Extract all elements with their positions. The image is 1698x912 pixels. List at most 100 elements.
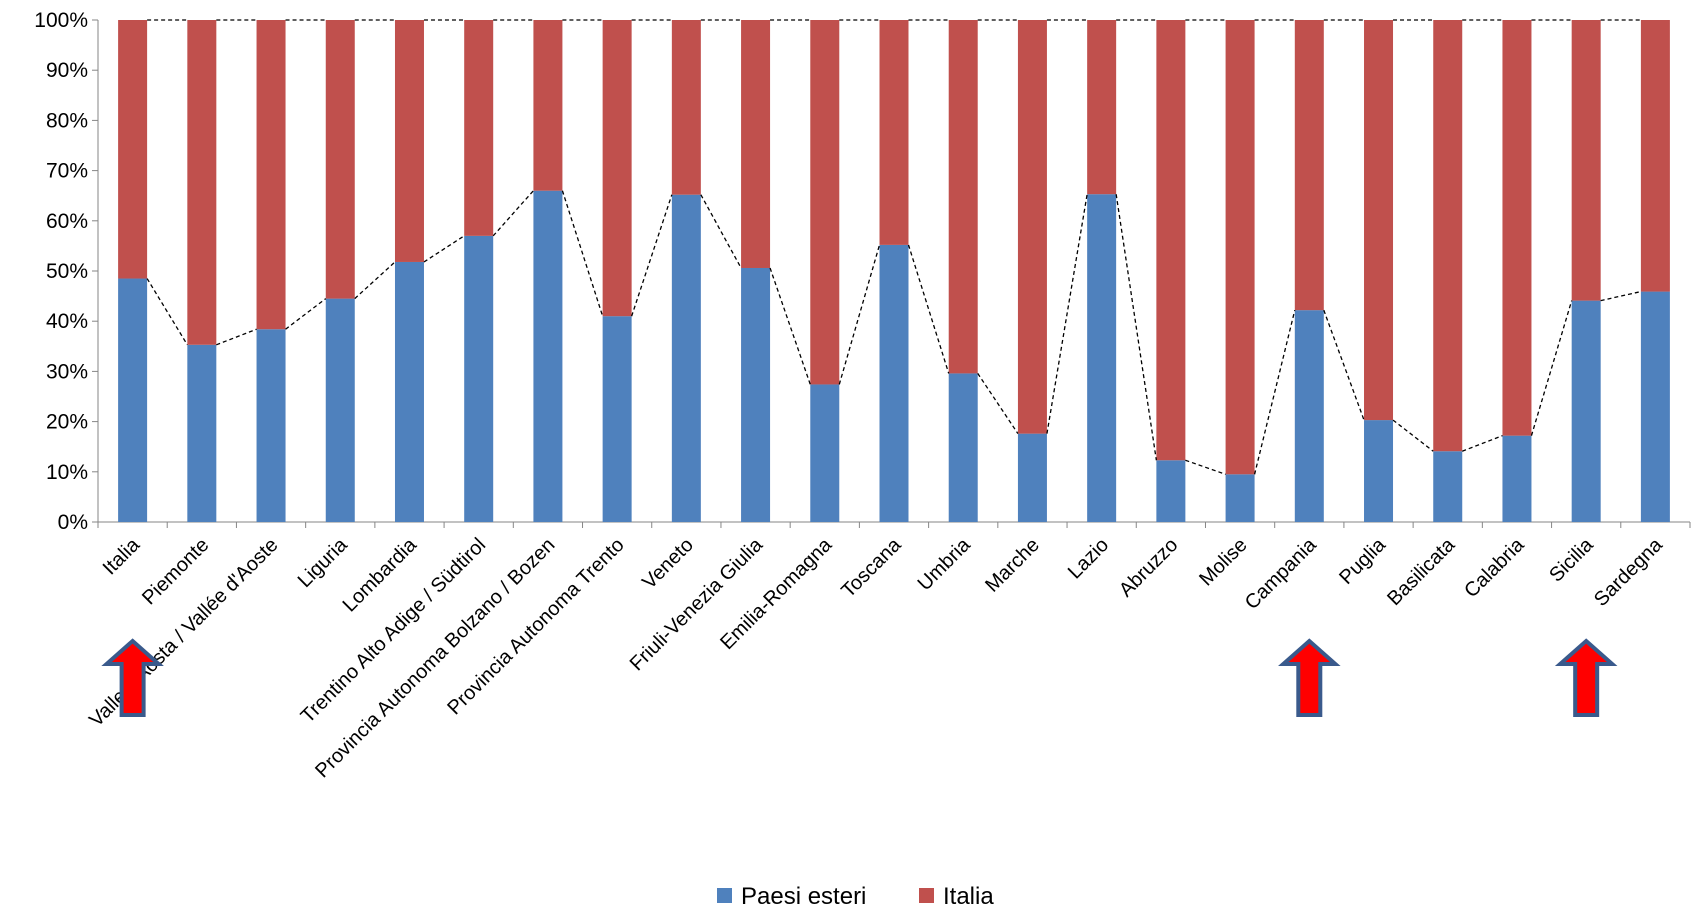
legend-swatch-paesi-esteri bbox=[717, 888, 732, 903]
x-category-label: Sardegna bbox=[1590, 533, 1668, 611]
bar-paesi-esteri-marche bbox=[1017, 433, 1047, 522]
y-tick-label: 20% bbox=[46, 411, 88, 434]
bar-italia-lombardia bbox=[394, 20, 424, 262]
bar-paesi-esteri-molise bbox=[1225, 474, 1255, 522]
x-category-label: Sicilia bbox=[1545, 533, 1598, 586]
bar-italia-sardegna bbox=[1640, 20, 1670, 292]
y-tick-label: 70% bbox=[46, 160, 88, 183]
bar-italia-basilicata bbox=[1433, 20, 1463, 452]
y-tick-label: 0% bbox=[58, 511, 88, 534]
bar-paesi-esteri-emilia-romagna bbox=[810, 384, 840, 522]
x-category-label: Abruzzo bbox=[1115, 534, 1182, 601]
bar-paesi-esteri-calabria bbox=[1502, 435, 1532, 522]
series-line-paesi-esteri bbox=[1392, 419, 1434, 452]
bar-paesi-esteri-sardegna bbox=[1640, 291, 1670, 522]
x-category-label: Umbria bbox=[914, 533, 976, 595]
series-line-paesi-esteri bbox=[1046, 194, 1088, 434]
series-line-paesi-esteri bbox=[423, 235, 465, 263]
bar-italia-trentino-alto-adige-sudtirol bbox=[464, 20, 494, 236]
bar-paesi-esteri-abruzzo bbox=[1156, 460, 1186, 522]
bar-paesi-esteri-lombardia bbox=[394, 261, 424, 522]
bar-italia-liguria bbox=[325, 20, 355, 299]
bar-paesi-esteri-liguria bbox=[325, 298, 355, 522]
bar-italia-campania bbox=[1294, 20, 1324, 311]
legend: Paesi esteri Italia bbox=[717, 883, 994, 910]
bar-paesi-esteri-sicilia bbox=[1571, 300, 1601, 522]
bar-paesi-esteri-provincia-autonoma-trento bbox=[602, 316, 632, 522]
series-line-paesi-esteri bbox=[492, 190, 534, 237]
x-category-label: Basilicata bbox=[1383, 533, 1460, 610]
bar-paesi-esteri-veneto bbox=[671, 194, 701, 523]
y-tick-label: 10% bbox=[46, 461, 88, 484]
y-tick-label: 50% bbox=[46, 260, 88, 283]
bar-italia-valle-d-aosta-vallee-d-aoste bbox=[256, 20, 286, 330]
legend-swatch-italia bbox=[919, 888, 934, 903]
bar-italia-marche bbox=[1017, 20, 1047, 434]
x-category-label: Calabria bbox=[1460, 533, 1529, 602]
bar-paesi-esteri-puglia bbox=[1364, 420, 1394, 522]
x-category-label: Italia bbox=[99, 533, 145, 579]
series-line-paesi-esteri bbox=[146, 278, 188, 346]
x-category-label: Friuli-Venezia Giulia bbox=[626, 533, 768, 675]
y-tick-label: 90% bbox=[46, 59, 88, 82]
series-line-paesi-esteri bbox=[769, 267, 811, 385]
bar-italia-puglia bbox=[1364, 20, 1394, 421]
bar-italia-italia bbox=[118, 20, 148, 279]
bar-italia-calabria bbox=[1502, 20, 1532, 436]
bar-paesi-esteri-trentino-alto-adige-sudtirol bbox=[464, 235, 494, 523]
x-category-label: Lazio bbox=[1064, 534, 1113, 583]
series-line-paesi-esteri bbox=[631, 194, 673, 317]
series-line-paesi-esteri bbox=[561, 190, 604, 317]
bar-italia-sicilia bbox=[1571, 20, 1601, 301]
x-category-label: Veneto bbox=[638, 534, 698, 594]
series-line-paesi-esteri bbox=[700, 194, 742, 269]
x-category-label: Puglia bbox=[1335, 533, 1390, 588]
bar-paesi-esteri-lazio bbox=[1087, 194, 1117, 522]
y-tick-label: 40% bbox=[46, 310, 88, 333]
bar-italia-provincia-autonoma-bolzano-bozen bbox=[533, 20, 563, 191]
bar-italia-umbria bbox=[948, 20, 978, 374]
bar-italia-molise bbox=[1225, 20, 1255, 475]
bar-italia-veneto bbox=[671, 20, 701, 195]
x-category-label: Toscana bbox=[837, 533, 906, 602]
series-line-paesi-esteri bbox=[1600, 290, 1642, 302]
arrow-up-icon bbox=[1554, 638, 1618, 717]
bars-layer bbox=[118, 20, 1670, 523]
y-tick-label: 30% bbox=[46, 360, 88, 383]
x-category-label: Campania bbox=[1241, 533, 1322, 614]
legend-label-italia: Italia bbox=[943, 883, 994, 910]
series-line-paesi-esteri bbox=[1323, 309, 1365, 421]
bar-italia-abruzzo bbox=[1156, 20, 1186, 461]
y-tick-label: 60% bbox=[46, 210, 88, 233]
x-category-label: Molise bbox=[1195, 534, 1251, 590]
bar-paesi-esteri-toscana bbox=[879, 244, 909, 522]
x-category-label: Provincia Autonoma Bolzano / Bozen bbox=[311, 534, 559, 782]
bar-paesi-esteri-friuli-venezia-giulia bbox=[741, 267, 771, 522]
bar-italia-provincia-autonoma-trento bbox=[602, 20, 632, 317]
series-line-paesi-esteri bbox=[1115, 194, 1158, 461]
bar-paesi-esteri-provincia-autonoma-bolzano-bozen bbox=[533, 190, 563, 522]
arrow-up-icon bbox=[1278, 638, 1341, 717]
x-category-label: Marche bbox=[981, 534, 1044, 597]
legend-label-paesi-esteri: Paesi esteri bbox=[741, 883, 866, 910]
series-line-paesi-esteri bbox=[1185, 459, 1226, 475]
bar-paesi-esteri-valle-d-aosta-vallee-d-aoste bbox=[256, 329, 286, 522]
series-line-paesi-esteri bbox=[838, 244, 881, 385]
y-tick-label: 100% bbox=[34, 9, 88, 32]
bar-italia-emilia-romagna bbox=[810, 20, 840, 385]
series-line-paesi-esteri bbox=[216, 328, 257, 346]
bar-italia-lazio bbox=[1087, 20, 1117, 195]
arrow-up-icon bbox=[101, 638, 164, 717]
bar-italia-friuli-venezia-giulia bbox=[741, 20, 771, 268]
y-tick-label: 80% bbox=[46, 109, 88, 132]
series-line-paesi-esteri bbox=[354, 261, 396, 300]
series-line-paesi-esteri bbox=[907, 244, 950, 374]
series-line-paesi-esteri bbox=[977, 373, 1019, 435]
bar-paesi-esteri-basilicata bbox=[1433, 451, 1463, 522]
bar-italia-toscana bbox=[879, 20, 909, 245]
annotation-arrows-layer bbox=[101, 638, 1618, 717]
series-line-paesi-esteri bbox=[1462, 435, 1503, 452]
bar-paesi-esteri-italia bbox=[118, 278, 148, 522]
x-category-label: Liguria bbox=[294, 533, 353, 592]
